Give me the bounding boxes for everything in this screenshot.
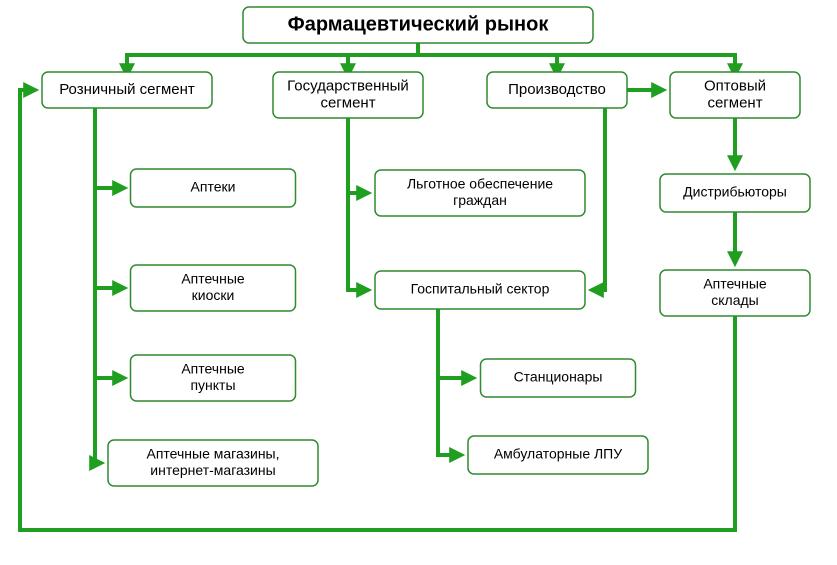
node-whole: Оптовыйсегмент bbox=[670, 72, 800, 118]
node-pharm: Аптеки bbox=[131, 169, 296, 207]
node-gov-label: Государственный bbox=[287, 77, 409, 94]
node-root-label: Фармацевтический рынок bbox=[288, 13, 550, 35]
node-station: Станционары bbox=[481, 359, 636, 397]
node-whole-label: сегмент bbox=[707, 95, 762, 112]
node-benefit-label: граждан bbox=[453, 192, 507, 208]
node-gov-label: сегмент bbox=[320, 95, 375, 112]
node-wh: Аптечныесклады bbox=[660, 270, 810, 316]
node-wh-label: Аптечные bbox=[703, 276, 767, 292]
node-points-label: Аптечные bbox=[181, 361, 245, 377]
node-benefit-label: Льготное обеспечение bbox=[407, 176, 553, 192]
node-station-label: Станционары bbox=[514, 369, 603, 385]
node-distrib-label: Дистрибьюторы bbox=[683, 184, 787, 200]
node-ambul: Амбулаторные ЛПУ bbox=[468, 436, 648, 474]
node-whole-label: Оптовый bbox=[704, 77, 766, 94]
node-retail-label: Розничный сегмент bbox=[59, 81, 195, 98]
node-ambul-label: Амбулаторные ЛПУ bbox=[494, 446, 622, 462]
node-points: Аптечныепункты bbox=[131, 355, 296, 401]
node-points-label: пункты bbox=[190, 377, 235, 393]
node-stores-label: Аптечные магазины, bbox=[146, 446, 279, 462]
flowchart-canvas: Фармацевтический рынок Розничный сегмент Г… bbox=[0, 0, 837, 565]
node-hospital-label: Госпитальный сектор bbox=[411, 281, 550, 297]
node-benefit: Льготное обеспечениеграждан bbox=[375, 170, 585, 216]
node-distrib: Дистрибьюторы bbox=[660, 174, 810, 212]
node-stores-label: интернет-магазины bbox=[150, 462, 275, 478]
node-gov: Государственныйсегмент bbox=[273, 72, 423, 118]
node-prod-label: Производство bbox=[508, 81, 606, 98]
node-root: Фармацевтический рынок bbox=[243, 7, 593, 43]
node-wh-label: склады bbox=[711, 292, 758, 308]
node-pharm-label: Аптеки bbox=[191, 179, 236, 195]
node-prod: Производство bbox=[487, 72, 627, 108]
node-kiosk-label: Аптечные bbox=[181, 271, 245, 287]
node-kiosk: Аптечныекиоски bbox=[131, 265, 296, 311]
node-hospital: Госпитальный сектор bbox=[375, 271, 585, 309]
node-kiosk-label: киоски bbox=[192, 287, 235, 303]
node-retail: Розничный сегмент bbox=[42, 72, 212, 108]
node-stores: Аптечные магазины,интернет-магазины bbox=[108, 440, 318, 486]
